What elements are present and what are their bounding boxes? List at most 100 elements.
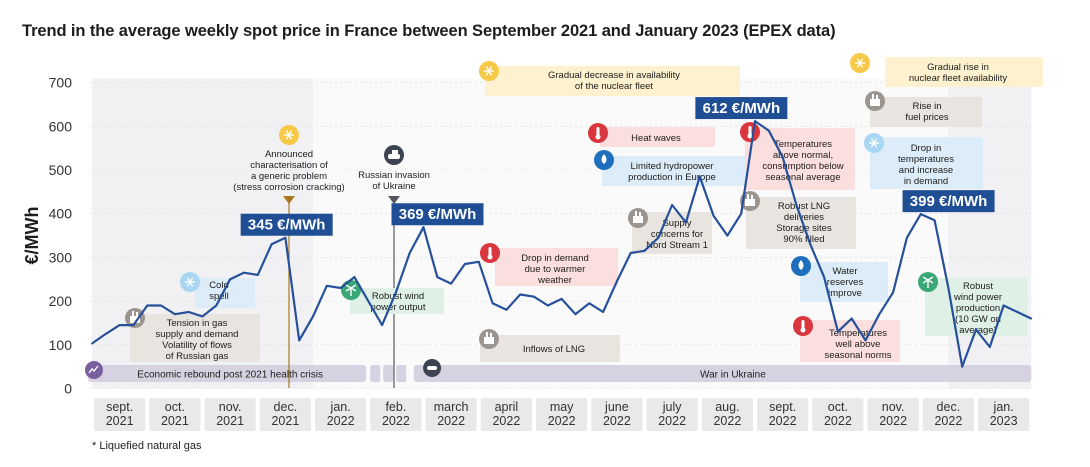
nuclear-rise-icon-glyph (856, 58, 864, 68)
month-label: sept. (106, 400, 133, 414)
data-point (864, 339, 867, 342)
nuclear-rise-annotation-line: Gradual rise in (927, 62, 989, 73)
month-label: nov. (882, 400, 905, 414)
month-box (425, 398, 477, 431)
gas-plant-icon-glyph (136, 312, 138, 316)
robust-wind-2-annotation-line: Robust (963, 281, 993, 292)
lng-icon-glyph (484, 337, 494, 344)
drop-temp-annotation-line: in demand (904, 176, 948, 187)
drop-demand-annotation-line: Drop in demand (521, 253, 589, 264)
data-point (795, 204, 798, 206)
data-point (174, 313, 176, 316)
nuclear-decrease-annotation-line: Gradual decrease in availability (548, 70, 680, 81)
wind-turbine-icon-glyph (345, 284, 357, 296)
corrosion-annotation-line: Announced (265, 149, 313, 160)
nuclear-rise-box (885, 57, 1043, 87)
tank-icon-glyph (392, 150, 398, 154)
nuclear-decrease-annotation-line: of the nuclear fleet (575, 81, 654, 92)
temp-well-above-box (800, 320, 900, 362)
nord-stream-annotation-line: Nord Stream 1 (646, 240, 708, 251)
data-point (685, 221, 687, 224)
month-box (315, 398, 367, 431)
month-label: july (662, 400, 683, 414)
corrosion-marker-arrow (283, 196, 295, 204)
data-point (339, 287, 342, 289)
y-tick-label: 500 (49, 162, 73, 178)
data-point (643, 249, 646, 252)
data-point (919, 213, 922, 216)
tension-annotation-line: Tension in gas (167, 318, 228, 329)
corrosion-annotation-line: (stress corrosion cracking) (233, 182, 344, 193)
data-point (270, 243, 273, 246)
page-title: Trend in the average weekly spot price i… (22, 22, 836, 40)
timeline: Economic rebound post 2021 health crisis… (85, 359, 1032, 382)
month-year-label: 2022 (658, 414, 686, 428)
drop-demand-annotation-line: weather (537, 275, 572, 286)
month-year-label: 2022 (769, 414, 797, 428)
rebound-bar-tail (383, 365, 394, 382)
rebound-label: Economic rebound post 2021 health crisis (137, 370, 323, 381)
data-point (1016, 311, 1019, 313)
thermometer-icon-glyph (487, 254, 493, 260)
robust-wind-annotation-line: Robust wind (372, 291, 424, 302)
data-point (754, 120, 756, 122)
nuclear-decrease-box (485, 66, 740, 96)
month-label: may (550, 400, 574, 414)
data-point (312, 315, 314, 318)
month-label: sept. (769, 400, 796, 414)
data-point (740, 212, 743, 215)
reserve-drop-icon-glyph (798, 260, 804, 270)
fuel-icon-glyph (876, 95, 878, 99)
lng-tanker-icon-glyph (747, 194, 749, 199)
inflows-lng-annotation-line: Inflows of LNG (523, 344, 585, 355)
month-box (259, 398, 311, 431)
temp-above-box (745, 128, 855, 190)
data-point (187, 311, 190, 313)
nord-stream-annotation-line: Supply (662, 218, 691, 229)
peak-label-box (240, 213, 333, 236)
data-point (146, 304, 149, 307)
data-point (519, 293, 522, 296)
month-box (867, 398, 919, 431)
month-label: oct. (165, 400, 185, 414)
data-point (533, 295, 535, 298)
data-point (629, 252, 632, 254)
data-point (284, 236, 287, 239)
robust-wind-2-annotation-line: wind power (953, 292, 1002, 303)
drop-demand-box (495, 248, 618, 286)
water-reserves-annotation-line: reserves (827, 277, 864, 288)
month-year-label: 2022 (548, 414, 576, 428)
chart-rise-icon-glyph (88, 365, 99, 374)
robust-lng-annotation-line: Robust LNG (778, 201, 830, 212)
data-point (325, 284, 328, 287)
nuclear-decrease-icon-glyph (485, 66, 493, 76)
y-tick-label: 300 (49, 249, 73, 265)
inflows-lng-box (480, 335, 620, 362)
data-point (160, 304, 163, 307)
heat-waves-annotation-line: Heat waves (631, 133, 681, 144)
month-year-label: 2021 (216, 414, 244, 428)
heat-thermometer-icon-glyph (596, 127, 600, 136)
month-label: march (434, 400, 469, 414)
lng-icon-glyph (486, 332, 488, 337)
data-point (712, 215, 715, 217)
rebound-bar (88, 365, 367, 382)
month-year-label: 2021 (271, 414, 299, 428)
peak-label: 399 €/MWh (910, 193, 988, 210)
tension-annotation-line: supply and demand (156, 329, 239, 340)
heat-thermometer-icon-glyph (595, 134, 601, 140)
y-tick-label: 700 (49, 75, 73, 91)
data-point (878, 313, 881, 316)
month-box (94, 398, 146, 431)
data-point (505, 308, 508, 311)
data-point (464, 263, 466, 265)
peak-label-box (902, 190, 995, 213)
fuel-icon-glyph (870, 99, 880, 106)
data-point (408, 252, 411, 254)
month-label: aug. (715, 400, 739, 414)
peak-label: 612 €/MWh (703, 100, 781, 117)
footnote: * Liquefied natural gas (92, 440, 202, 452)
data-point (491, 302, 494, 305)
data-point (395, 291, 397, 294)
temp-well-above-annotation-line: seasonal norms (824, 350, 891, 361)
